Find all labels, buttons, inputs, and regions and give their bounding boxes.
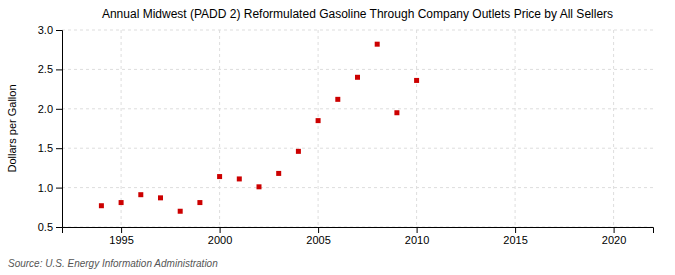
point bbox=[414, 78, 419, 83]
tick: 0.5 bbox=[38, 221, 62, 233]
tick-mark bbox=[56, 30, 62, 31]
point bbox=[197, 200, 202, 205]
grid-line bbox=[62, 30, 653, 31]
tick-mark bbox=[515, 227, 516, 233]
tick-label: 2.5 bbox=[38, 63, 53, 75]
point bbox=[178, 209, 183, 214]
point bbox=[99, 203, 104, 208]
y-axis-title: Dollars per Gallon bbox=[6, 84, 18, 172]
grid-line bbox=[219, 30, 220, 227]
grid-line bbox=[416, 30, 417, 227]
grid-line bbox=[318, 30, 319, 227]
tick: 2005 bbox=[306, 227, 330, 246]
tick-mark bbox=[56, 227, 62, 228]
point bbox=[257, 184, 262, 189]
tick: 2015 bbox=[503, 227, 527, 246]
axis-line bbox=[56, 31, 63, 228]
point bbox=[138, 192, 143, 197]
tick: 2020 bbox=[602, 227, 626, 246]
tick-mark bbox=[220, 227, 221, 233]
tick-label: 2000 bbox=[208, 234, 232, 246]
tick: 3.0 bbox=[38, 24, 62, 36]
tick: 2010 bbox=[405, 227, 429, 246]
grid-line bbox=[121, 30, 122, 227]
grid-line bbox=[515, 30, 516, 227]
tick-mark bbox=[614, 227, 615, 233]
tick-mark bbox=[56, 148, 62, 149]
tick-label: 2015 bbox=[503, 234, 527, 246]
point bbox=[316, 118, 321, 123]
point bbox=[355, 75, 360, 80]
tick: 2.0 bbox=[38, 103, 62, 115]
point bbox=[394, 110, 399, 115]
grid-line bbox=[62, 69, 653, 70]
plot-area: 1995 2000 2005 2010 2015 2020 0.5 1.0 1.5 2.0 2.5 3… bbox=[38, 24, 654, 246]
source: Source: U.S. Energy Information Administ… bbox=[8, 258, 218, 269]
point bbox=[335, 97, 340, 102]
point bbox=[276, 171, 281, 176]
grid-line bbox=[62, 187, 653, 188]
point bbox=[158, 195, 163, 200]
tick-label: 1.5 bbox=[38, 142, 53, 154]
tick: 2.5 bbox=[38, 63, 62, 75]
point bbox=[375, 42, 380, 47]
tick: 1.0 bbox=[38, 182, 62, 194]
tick-mark bbox=[56, 188, 62, 189]
tick-label: 0.5 bbox=[38, 221, 53, 233]
title: Annual Midwest (PADD 2) Reformulated Gas… bbox=[102, 7, 613, 21]
point bbox=[296, 149, 301, 154]
grid bbox=[62, 30, 653, 227]
tick-label: 3.0 bbox=[38, 24, 53, 36]
grid-line bbox=[62, 108, 653, 109]
axis-line bbox=[63, 228, 654, 234]
point bbox=[237, 176, 242, 181]
tick: 1995 bbox=[109, 227, 133, 246]
tick-mark bbox=[56, 109, 62, 110]
tick-label: 2020 bbox=[602, 234, 626, 246]
tick: 2000 bbox=[208, 227, 232, 246]
tick-label: 1.0 bbox=[38, 182, 53, 194]
grid-line bbox=[613, 30, 614, 227]
x-axis: 1995 2000 2005 2010 2015 2020 bbox=[63, 227, 654, 246]
point bbox=[217, 174, 222, 179]
y-axis: 0.5 1.0 1.5 2.0 2.5 3.0 bbox=[38, 24, 63, 233]
points bbox=[99, 42, 419, 214]
tick-label: 2.0 bbox=[38, 103, 53, 115]
tick-label: 2010 bbox=[405, 234, 429, 246]
tick: 1.5 bbox=[38, 142, 62, 154]
tick-label: 2005 bbox=[306, 234, 330, 246]
tick-mark bbox=[417, 227, 418, 233]
tick-label: 1995 bbox=[109, 234, 133, 246]
tick-mark bbox=[318, 227, 319, 233]
point bbox=[119, 200, 124, 205]
tick-mark bbox=[56, 69, 62, 70]
grid-line bbox=[62, 148, 653, 149]
chart: 1995 2000 2005 2010 2015 2020 0.5 1.0 1.5 2.0 2.5 3… bbox=[0, 0, 675, 275]
tick-mark bbox=[121, 227, 122, 233]
